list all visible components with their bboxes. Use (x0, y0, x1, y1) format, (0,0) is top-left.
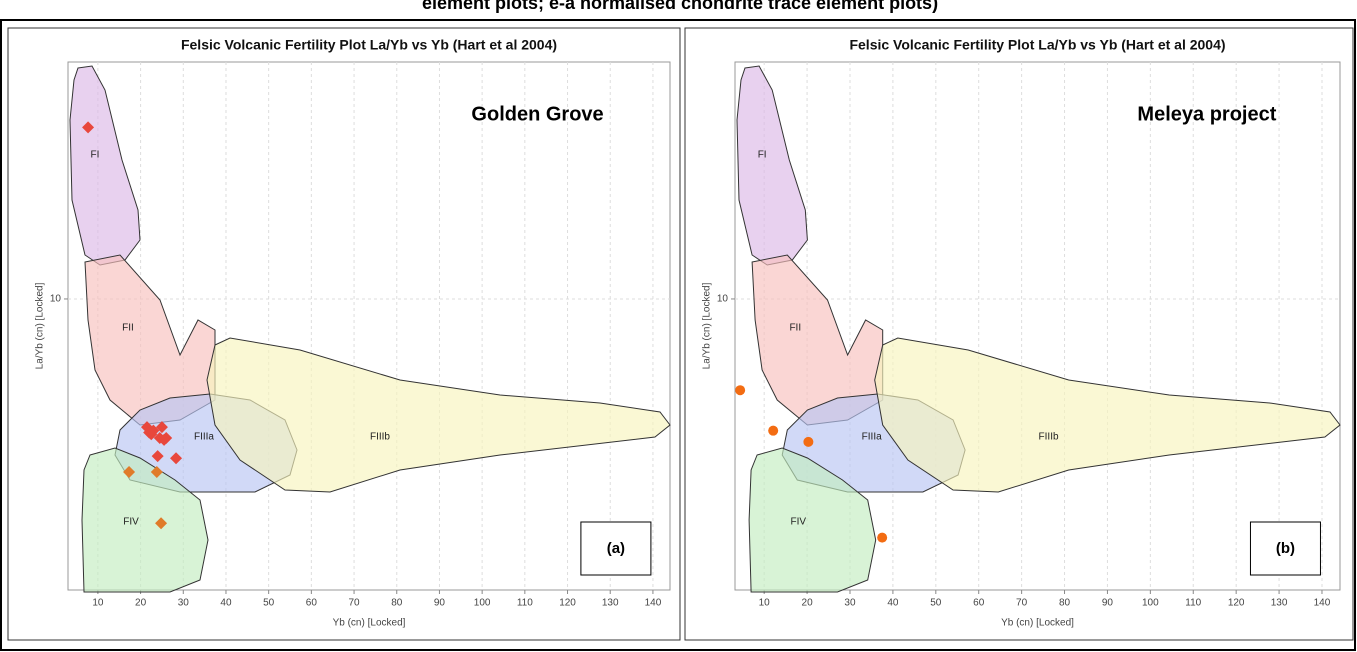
field-region (748, 447, 877, 593)
annotation: Meleya project (1137, 103, 1276, 125)
data-point (155, 421, 168, 434)
data-point (803, 436, 814, 447)
y-tick-label: 10 (717, 294, 729, 305)
data-point (150, 466, 163, 479)
x-tick-label: 10 (759, 598, 771, 609)
field-label: FIIIb (1039, 432, 1059, 443)
x-tick-label: 110 (1185, 598, 1201, 609)
x-tick-label: 70 (1016, 598, 1028, 609)
x-tick-label: 110 (517, 598, 533, 609)
data-point (143, 426, 156, 439)
x-tick-label: 140 (1314, 598, 1331, 609)
field-region (206, 337, 671, 493)
x-tick-label: 60 (973, 598, 985, 609)
annotation: Golden Grove (471, 103, 603, 125)
panel-label: (a) (607, 540, 625, 557)
x-tick-label: 20 (802, 598, 814, 609)
x-tick-label: 120 (1228, 598, 1245, 609)
x-tick-label: 120 (559, 598, 576, 609)
field-region (874, 337, 1341, 493)
y-axis-label: La/Yb (cn) [Locked] (35, 282, 46, 369)
field-label: FII (122, 323, 134, 334)
y-axis-label: La/Yb (cn) [Locked] (702, 282, 713, 369)
data-point (768, 425, 779, 436)
panel-label-box (580, 521, 652, 576)
x-tick-label: 50 (263, 598, 275, 609)
data-point (158, 433, 171, 446)
field-label: FII (789, 323, 801, 334)
field-label: FIV (791, 517, 807, 528)
data-point (155, 517, 168, 530)
x-tick-label: 130 (602, 598, 619, 609)
frame (0, 19, 1356, 651)
x-tick-label: 40 (220, 598, 232, 609)
x-tick-label: 30 (178, 598, 190, 609)
panel-label-box (1249, 521, 1321, 576)
data-point (123, 466, 136, 479)
x-tick-label: 90 (1102, 598, 1114, 609)
x-tick-label: 50 (930, 598, 942, 609)
field-label: FIIIb (370, 432, 390, 443)
x-tick-label: 30 (844, 598, 856, 609)
field-label: FI (758, 150, 767, 161)
x-tick-label: 100 (474, 598, 491, 609)
x-tick-label: 60 (306, 598, 318, 609)
field-label: FIIIa (862, 432, 882, 443)
x-tick-label: 100 (1142, 598, 1159, 609)
field-region (81, 447, 209, 593)
chart-title: Felsic Volcanic Fertility Plot La/Yb vs … (849, 37, 1225, 53)
x-tick-label: 90 (434, 598, 446, 609)
panel-label: (b) (1276, 540, 1295, 557)
chart-title: Felsic Volcanic Fertility Plot La/Yb vs … (181, 37, 557, 53)
x-tick-label: 70 (348, 598, 360, 609)
data-point (82, 121, 95, 134)
data-point (877, 532, 888, 543)
field-label: FI (91, 150, 100, 161)
x-tick-label: 130 (1271, 598, 1288, 609)
data-point (170, 452, 183, 465)
y-tick-label: 10 (50, 294, 62, 305)
field-label: FIIIa (194, 432, 214, 443)
x-axis-label: Yb (cn) [Locked] (1001, 618, 1074, 629)
x-tick-label: 80 (391, 598, 403, 609)
caption: element plots; e-a normalised chondrite … (422, 0, 938, 13)
x-tick-label: 40 (887, 598, 899, 609)
x-tick-label: 10 (92, 598, 104, 609)
x-axis-label: Yb (cn) [Locked] (333, 618, 406, 629)
x-tick-label: 20 (135, 598, 147, 609)
field-label: FIV (123, 517, 139, 528)
data-point (735, 385, 746, 396)
data-point (151, 450, 164, 463)
x-tick-label: 140 (645, 598, 662, 609)
x-tick-label: 80 (1059, 598, 1071, 609)
